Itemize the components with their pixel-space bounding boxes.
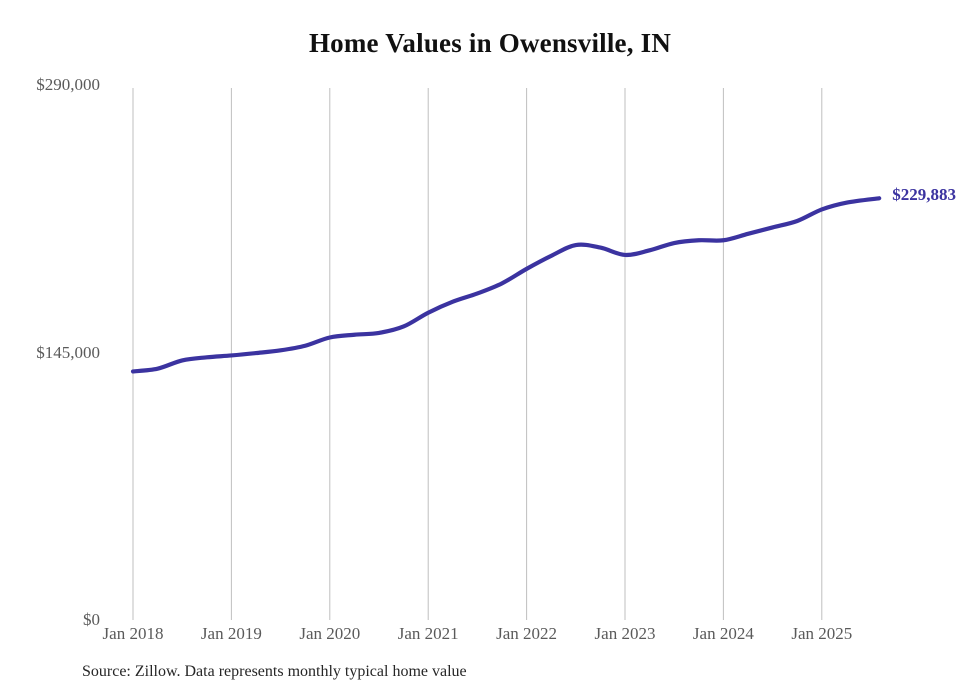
series-group <box>130 196 882 374</box>
x-axis-tick-label: Jan 2020 <box>299 624 361 643</box>
x-axis-tick-label: Jan 2023 <box>594 624 656 643</box>
x-axis-tick-label: Jan 2025 <box>791 624 853 643</box>
x-axis-tick-label: Jan 2022 <box>496 624 558 643</box>
end-value-annotation: $229,883 <box>892 185 956 205</box>
x-axis-tick-label: Jan 2021 <box>397 624 459 643</box>
page-title: Home Values in Owensville, IN <box>308 28 672 58</box>
x-axis-tick-label: Jan 2019 <box>200 624 262 643</box>
y-axis-tick-top: $290,000 <box>36 75 100 94</box>
source-note: Source: Zillow. Data represents monthly … <box>82 663 467 680</box>
value-line <box>130 196 882 374</box>
chart-svg <box>130 88 882 620</box>
plot-area <box>130 88 882 620</box>
y-axis-tick-mid: $145,000 <box>36 343 100 362</box>
x-axis-tick-label: Jan 2024 <box>692 624 754 643</box>
x-axis-tick-label: Jan 2018 <box>102 624 164 643</box>
y-axis-tick-zero: $0 <box>83 610 100 629</box>
